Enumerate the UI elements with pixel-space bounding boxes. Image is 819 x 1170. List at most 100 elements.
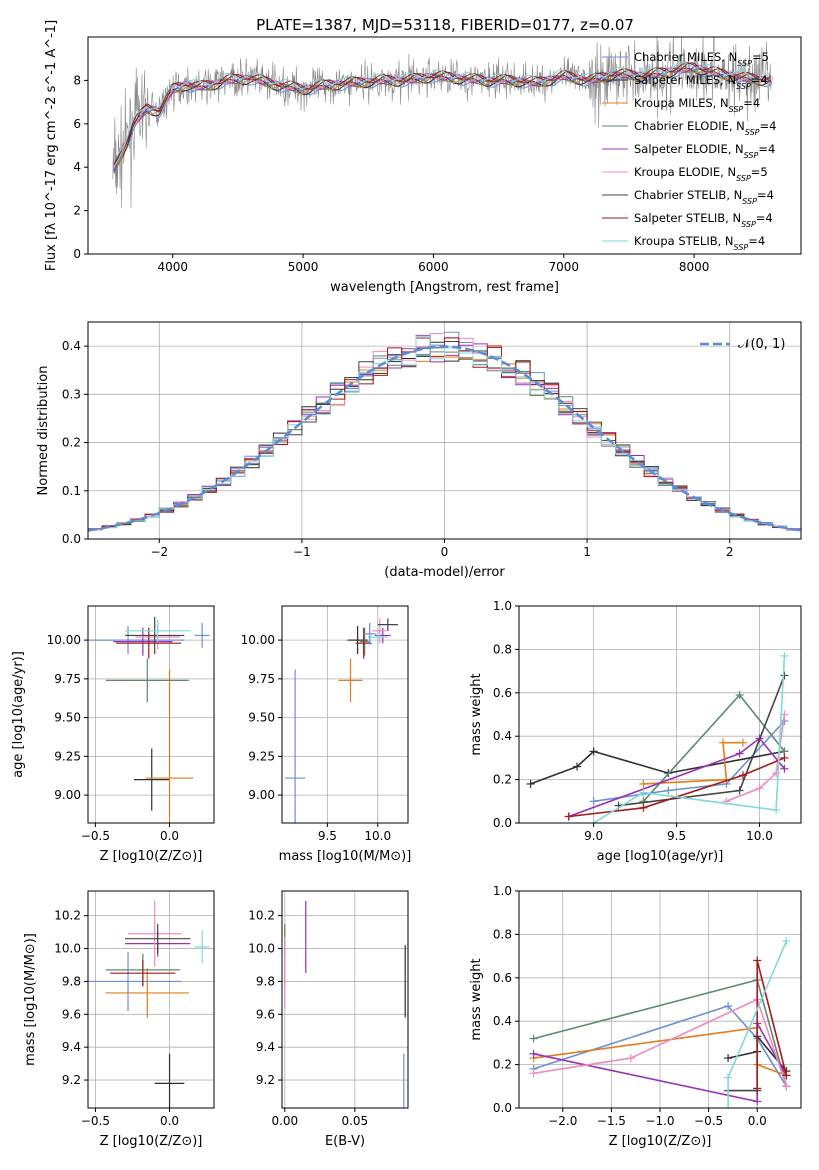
plot-area <box>88 331 801 532</box>
mass-weight-line <box>593 720 785 803</box>
mass-weight-marker <box>639 788 648 797</box>
mass-weight-marker <box>780 753 789 762</box>
plot-area <box>88 616 210 823</box>
legend-entry-label: Chabrier STELIB, NSSP=4 <box>634 188 774 206</box>
errorbar-point <box>113 627 173 656</box>
plot-area <box>284 900 406 1108</box>
y-tick-label: 0.0 <box>493 1101 512 1115</box>
y-tick-label: 10.0 <box>54 942 81 956</box>
errorbar-point <box>371 618 388 644</box>
legend-entry-label: Salpeter MILES, NSSP=4 <box>634 73 768 91</box>
mass-weight-marker <box>753 1084 762 1093</box>
mass-weight-marker <box>780 764 789 773</box>
y-tick-label: 10.2 <box>54 909 81 923</box>
mass-weight-marker <box>724 1054 733 1063</box>
y-tick-label: 9.8 <box>62 974 81 988</box>
mass-weight-marker <box>573 762 582 771</box>
y-tick-label: 9.4 <box>62 1040 81 1054</box>
x-tick-label: 2 <box>726 545 734 559</box>
y-tick-label: 0.0 <box>62 532 81 546</box>
plot-area <box>88 900 210 1108</box>
axes-frame: −2.0 −1.5 −1.0 −0.5 0.0 0.0 0.2 0.4 0.6 0.8 1.0 Z [… <box>469 884 802 1149</box>
y-tick-label: 0.0 <box>493 816 512 830</box>
model-spectrum-line <box>113 62 772 165</box>
spectrum-legend: Chabrier MILES, NSSP=5 Salpeter MILES, NS… <box>602 50 776 252</box>
mass-weight-marker <box>780 651 789 660</box>
errorbar-point <box>367 627 388 647</box>
axes-border <box>281 890 409 1109</box>
panel-spectrum: 4000 5000 6000 7000 8000 0 2 4 6 8 wavelength [Ang… <box>44 20 802 295</box>
x-tick-label: 10.0 <box>364 829 391 843</box>
errorbar-point <box>377 618 398 631</box>
errorbar-point <box>88 951 182 1012</box>
mass-weight-marker <box>719 738 728 747</box>
y-tick-label: 1.0 <box>493 599 512 613</box>
y-tick-label: 9.50 <box>248 711 275 725</box>
y-tick-label: 9.6 <box>256 1007 275 1021</box>
mass-weight-line <box>568 737 786 818</box>
y-tick-label: 0.2 <box>493 1058 512 1072</box>
x-tick-label: −1.0 <box>645 1114 674 1128</box>
y-tick-label: 0.3 <box>62 387 81 401</box>
y-tick-label: 9.25 <box>54 749 81 763</box>
mass-weight-marker <box>639 779 648 788</box>
mass-weight-marker <box>724 1073 733 1082</box>
x-tick-label: 4000 <box>157 260 188 274</box>
panel-residuals: −2 −1 0 1 2 0.0 0.1 0.2 0.3 0.4 (data-model)/error… <box>36 321 802 580</box>
y-tick-label: 0 <box>73 247 81 261</box>
errorbar-point <box>145 669 194 823</box>
mass-weight-marker <box>735 786 744 795</box>
y-axis-label: mass weight <box>469 958 484 1040</box>
x-tick-label: −0.5 <box>81 829 110 843</box>
y-axis-label: age [log10(age/yr)] <box>11 651 26 778</box>
mass-weight-marker <box>589 819 598 823</box>
y-tick-label: 0.8 <box>493 642 512 656</box>
legend-entry-label: Chabrier ELODIE, NSSP=4 <box>634 119 776 137</box>
y-tick-label: 2 <box>73 204 81 218</box>
mass-weight-line <box>643 741 743 785</box>
mass-weight-line <box>533 1005 788 1087</box>
mass-weight-marker <box>639 803 648 812</box>
errorbar-point <box>105 968 189 1018</box>
y-tick-label: 9.25 <box>248 749 275 763</box>
plot-area <box>112 37 773 209</box>
mass-weight-marker <box>724 1104 733 1108</box>
y-tick-label: 9.00 <box>248 788 275 802</box>
mass-weight-line <box>530 750 785 785</box>
mass-weight-marker <box>755 784 764 793</box>
x-axis-label: age [log10(age/yr)] <box>597 849 724 864</box>
mass-weight-marker <box>529 1049 538 1058</box>
y-tick-label: 0.2 <box>493 773 512 787</box>
mass-weight-marker <box>780 671 789 680</box>
y-tick-label: 0.4 <box>493 1014 512 1028</box>
errorbar-point <box>359 627 370 656</box>
mass-weight-marker <box>529 1069 538 1078</box>
y-tick-label: 0.6 <box>493 686 512 700</box>
errorbar-point <box>338 658 363 703</box>
y-tick-label: 9.8 <box>256 974 275 988</box>
y-tick-label: 1.0 <box>493 884 512 898</box>
legend-entry-label: Salpeter STELIB, NSSP=4 <box>634 211 773 229</box>
y-tick-label: 0.1 <box>62 484 81 498</box>
y-tick-label: 9.00 <box>54 788 81 802</box>
axes-frame: 9.5 10.0 9.00 9.25 9.50 9.75 10.00 mass [log10(… <box>241 605 411 864</box>
x-axis-label: (data-model)/error <box>384 565 505 580</box>
y-tick-label: 8 <box>73 73 81 87</box>
x-tick-label: 0.0 <box>160 1114 179 1128</box>
errorbar-point <box>133 748 170 811</box>
model-spectrum-line <box>113 66 772 174</box>
panel-age-vs-mass: 9.5 10.0 9.00 9.25 9.50 9.75 10.00 mass [log10(… <box>241 605 411 864</box>
mass-weight-marker <box>753 956 762 965</box>
mass-weight-marker <box>526 779 535 788</box>
x-tick-label: −2.0 <box>548 1114 577 1128</box>
errorbar-point <box>110 960 176 987</box>
x-tick-label: 0 <box>441 545 449 559</box>
mass-weight-line <box>593 655 786 823</box>
mass-weight-marker <box>589 747 598 756</box>
x-tick-label: −1 <box>293 545 311 559</box>
x-tick-label: 6000 <box>418 260 449 274</box>
y-tick-label: 0.4 <box>493 729 512 743</box>
x-tick-label: 0.05 <box>341 1114 368 1128</box>
x-axis-label: Z [log10(Z/Z⊙)] <box>100 1134 203 1149</box>
